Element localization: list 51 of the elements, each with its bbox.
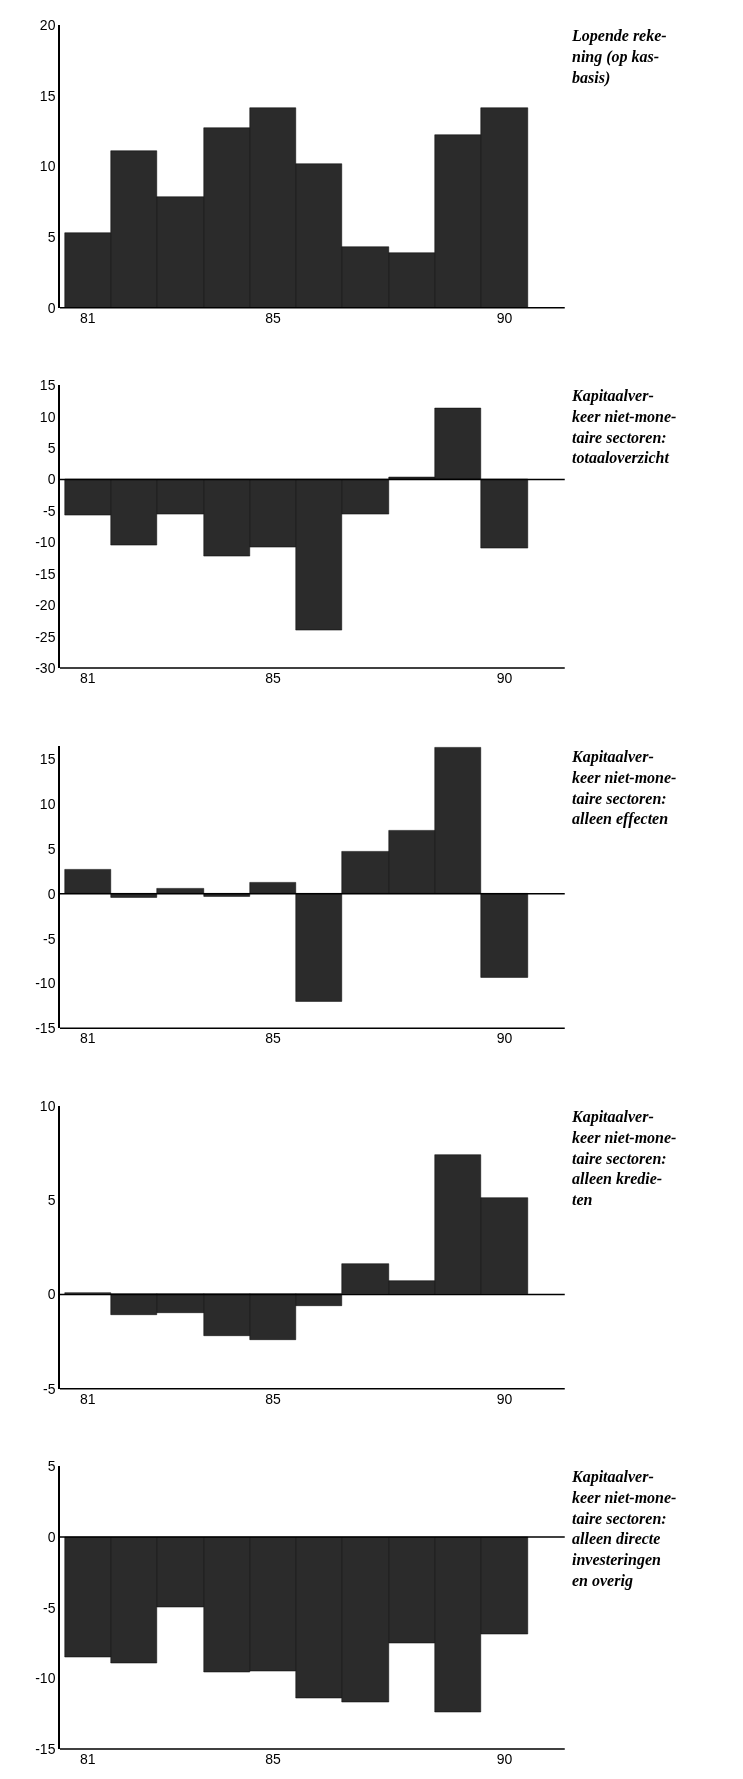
x-tick-label: 90	[496, 1390, 513, 1407]
x-tick-label: 85	[265, 1751, 282, 1767]
y-tick-label: 0	[47, 299, 56, 316]
x-tick-label: 90	[496, 309, 513, 326]
y-tick-label: 15	[39, 377, 56, 394]
y-tick-label: 10	[39, 158, 56, 175]
y-tick-label: 10	[39, 408, 56, 425]
x-tick-label: 90	[496, 1751, 513, 1767]
x-tick-label: 81	[79, 1390, 96, 1407]
y-tick-label: 5	[47, 1458, 56, 1475]
y-tick-label: -10	[35, 534, 56, 551]
x-tick-label: 90	[496, 1030, 513, 1047]
y-tick-label: 0	[47, 471, 56, 488]
y-tick-label: -30	[35, 659, 56, 676]
x-tick-label: 81	[79, 1751, 96, 1767]
y-tick-label: -15	[35, 1740, 56, 1757]
x-tick-label: 85	[265, 1390, 282, 1407]
x-tick-label: 81	[79, 1030, 96, 1047]
y-tick-label: -5	[43, 1380, 56, 1397]
y-tick-label: -15	[35, 565, 56, 582]
x-tick-label: 85	[265, 1030, 282, 1047]
y-tick-label: 5	[47, 440, 56, 457]
y-tick-label: 15	[39, 750, 56, 767]
y-tick-label: 0	[47, 1286, 56, 1303]
y-tick-label: -15	[35, 1020, 56, 1037]
y-tick-label: 0	[47, 1528, 56, 1545]
y-tick-label: 20	[39, 16, 56, 33]
y-tick-label: 0	[47, 885, 56, 902]
text: Kapitaalver- keer niet-mone- taire sectoren: totaaloverzicht	[571, 387, 677, 467]
y-tick-label: 10	[39, 795, 56, 812]
x-tick-label: 85	[265, 309, 282, 326]
x-tick-label: 81	[79, 670, 96, 687]
text: Kapitaalver- keer niet-mone- taire sectoren: alleen effecten	[571, 748, 677, 829]
x-tick-label: 85	[265, 670, 282, 687]
x-tick-label: 90	[496, 670, 513, 687]
y-tick-label: -20	[35, 597, 56, 614]
y-tick-label: -10	[35, 975, 56, 992]
y-tick-label: -5	[43, 930, 56, 947]
y-tick-label: 5	[47, 228, 56, 245]
y-tick-label: -25	[35, 628, 56, 645]
text: Kapitaalver- keer niet-mone- taire sectoren: alleen kredie- ten	[571, 1108, 677, 1209]
x-tick-label: 81	[79, 309, 96, 326]
y-tick-label: -5	[43, 1599, 56, 1616]
y-tick-label: 15	[39, 87, 56, 104]
y-tick-label: 5	[47, 1192, 56, 1209]
y-tick-label: 5	[47, 840, 56, 857]
text: Kapitaalver- keer niet-mone- taire sectoren: alleen directe investeringen en overig	[571, 1468, 677, 1590]
y-tick-label: 10	[39, 1097, 56, 1114]
y-tick-label: -10	[35, 1670, 56, 1687]
text: Lopende reke- ning (op kas- basis)	[571, 27, 667, 87]
y-tick-label: -5	[43, 502, 56, 519]
